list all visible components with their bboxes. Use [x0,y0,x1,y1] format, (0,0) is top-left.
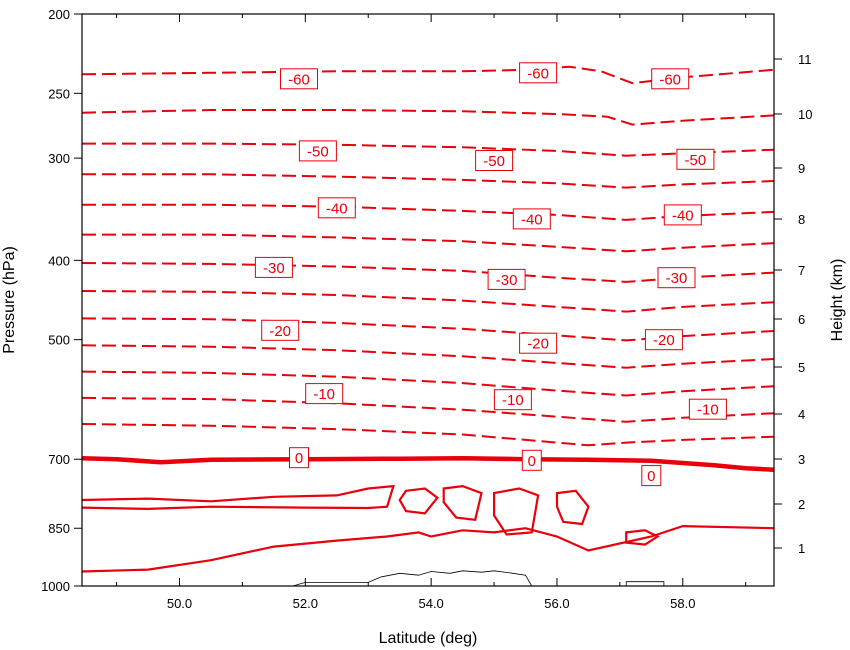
contour-line [82,370,774,397]
contour-label-box [475,150,514,171]
contour-label: -10 [313,386,335,403]
contour-label: -50 [483,153,505,170]
contour-label: -50 [307,143,329,160]
height-tick-label: 11 [798,52,812,67]
contour-label: -10 [502,392,524,409]
contour-line [82,173,774,189]
convective-cell [555,489,590,526]
x-tick-label: 58.0 [670,596,695,611]
height-tick-label: 9 [798,161,805,176]
topography-line [625,581,665,586]
contour-label-box [521,449,542,471]
contour-label-box [261,319,300,341]
contour-label: -20 [269,323,291,340]
height-tick-label: 6 [798,312,805,327]
contour-label-box [676,148,715,170]
x-tick-label: 56.0 [544,596,569,611]
pressure-tick-label: 500 [48,333,70,348]
contour-line [82,524,774,573]
convective-cells [398,484,660,546]
pressure-tick-label: 400 [48,253,70,268]
contour-label-box [317,197,356,219]
contour-line [82,290,774,313]
pressure-axis-ticks: 200 250 300 400 500 700 850 1000 [41,7,82,594]
x-axis-ticks: 50.0 52.0 54.0 56.0 58.0 [116,14,747,611]
contour-labels: -60 -60 -60 -50 -50 -50 -40 -40 -40 -30 -30 -30 -20 -… [254,62,727,487]
contour-label-box [657,267,696,289]
contour-label: -30 [263,260,285,277]
pressure-tick-label: 850 [48,521,70,536]
height-tick-label: 5 [798,360,805,375]
pressure-tick-label: 300 [48,151,70,166]
x-tick-label: 52.0 [293,596,318,611]
convective-cell [442,484,483,522]
height-tick-label: 1 [798,541,805,556]
contour-label: -30 [666,270,688,287]
convective-cell [625,529,660,546]
topography-line [292,570,533,586]
convective-cell [493,487,540,536]
height-tick-label: 4 [798,407,805,422]
topography-outline [292,570,665,586]
pressure-tick-label: 200 [48,7,70,22]
height-tick-label: 7 [798,263,805,278]
contour-label: -40 [521,211,543,228]
contour-label-box [512,208,551,230]
contour-lines [82,65,774,573]
contour-label-box [644,329,683,351]
pressure-tick-label: 1000 [41,579,70,594]
pressure-tick-label: 700 [48,452,70,467]
contour-line [82,142,774,157]
contour-label: -60 [659,71,681,88]
plot-frame [81,13,775,587]
contour-label: 0 [528,453,536,470]
height-axis-ticks: 1 2 3 4 5 6 7 8 9 10 11 [774,52,812,556]
contour-label: -40 [672,207,694,224]
contour-label-box [493,389,532,411]
contour-line [82,396,774,423]
contour-line [82,344,774,369]
x-tick-label: 50.0 [167,596,192,611]
left-axis-title: Pressure (hPa) [1,246,18,354]
contour-label: -20 [653,332,675,349]
contour-label: -40 [326,200,348,217]
height-tick-label: 2 [798,497,805,512]
contour-label-box [305,383,344,405]
contour-line [82,423,774,447]
contour-label-box [280,68,318,90]
contour-label: 0 [647,468,655,485]
x-axis-title: Latitude (deg) [379,630,478,647]
convective-cell [398,487,439,515]
contour-label-box [519,332,558,354]
contour-label: -50 [685,152,707,169]
contour-label-box [688,398,727,420]
pressure-tick-label: 250 [48,86,70,101]
contour-label-box [651,68,690,90]
contour-line [82,109,774,126]
contour-label: -60 [288,71,310,88]
contour-line [82,484,395,511]
contour-label-box [519,62,558,84]
contour-label-box [487,268,526,290]
contour-line [82,233,774,253]
contour-label-box [641,465,662,487]
x-tick-label: 54.0 [418,596,443,611]
contour-label: -10 [697,402,719,419]
contour-label-box [254,256,293,278]
contour-label-box [298,140,337,162]
contour-label: -30 [496,272,518,289]
height-tick-label: 10 [798,107,812,122]
contour-label-box [289,447,309,469]
contour-label-box [663,204,702,226]
contour-line [82,455,774,472]
right-axis-title: Height (km) [829,259,846,342]
contour-label: -20 [527,336,549,353]
height-tick-label: 3 [798,452,805,467]
contour-label: 0 [295,450,303,467]
height-tick-label: 8 [798,212,805,227]
contour-label: -60 [527,65,549,82]
